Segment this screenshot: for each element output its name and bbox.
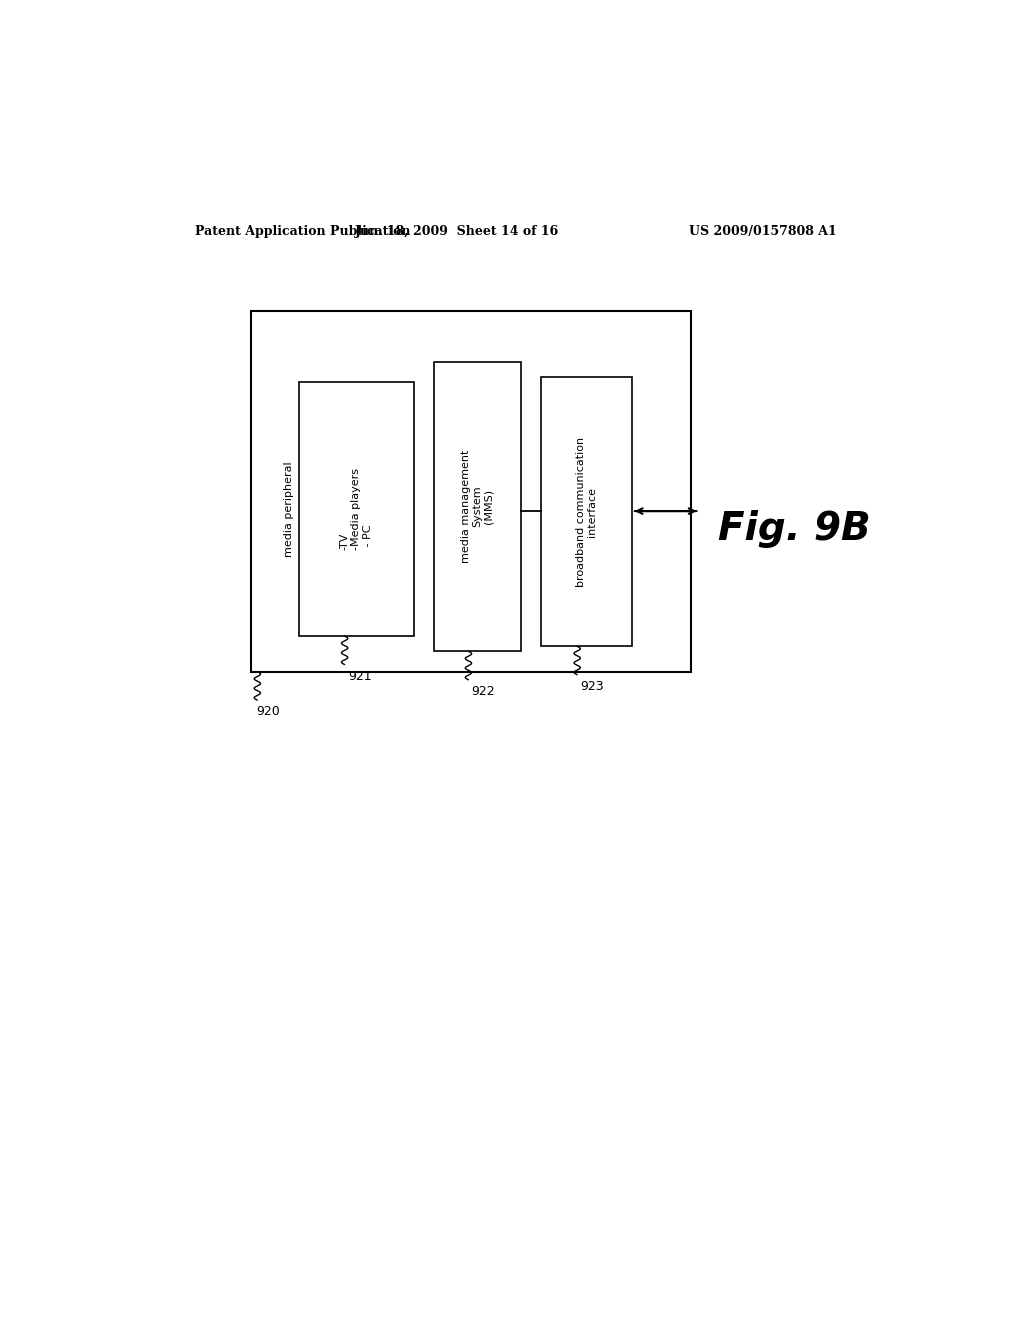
Bar <box>299 381 414 636</box>
Text: broadband communication
interface: broadband communication interface <box>575 437 597 586</box>
Bar <box>251 312 691 672</box>
Text: -TV
-Media players
 - PC: -TV -Media players - PC <box>340 469 373 550</box>
Text: Patent Application Publication: Patent Application Publication <box>196 226 411 238</box>
Text: Fig. 9B: Fig. 9B <box>718 511 871 548</box>
Text: 923: 923 <box>581 680 604 693</box>
Text: 920: 920 <box>256 705 280 718</box>
Text: 921: 921 <box>348 669 372 682</box>
Bar <box>433 362 521 651</box>
Text: media peripheral: media peripheral <box>284 461 294 557</box>
Bar <box>541 378 632 647</box>
Text: Jun. 18, 2009  Sheet 14 of 16: Jun. 18, 2009 Sheet 14 of 16 <box>355 226 559 238</box>
Text: US 2009/0157808 A1: US 2009/0157808 A1 <box>689 226 837 238</box>
Text: 922: 922 <box>472 685 496 698</box>
Text: media management
System
(MMS): media management System (MMS) <box>461 450 494 564</box>
